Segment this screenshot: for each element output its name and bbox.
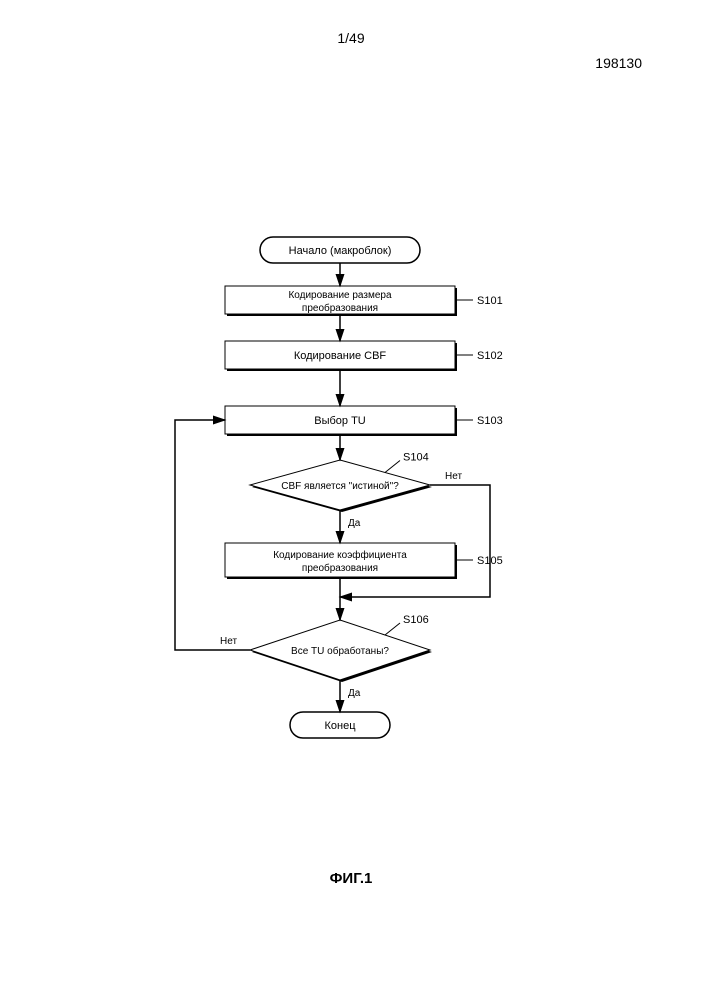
svg-text:S102: S102: [477, 350, 503, 362]
svg-text:Кодирование размера: Кодирование размера: [288, 290, 392, 301]
svg-text:Нет: Нет: [220, 636, 237, 647]
figure-caption: ФИГ.1: [0, 870, 702, 887]
page-number: 1/49: [0, 30, 702, 46]
svg-text:преобразования: преобразования: [302, 562, 378, 574]
svg-text:преобразования: преобразования: [302, 302, 378, 314]
flowchart-svg: Начало (макроблок)Кодирование размерапре…: [0, 230, 702, 790]
svg-text:Кодирование коэффициента: Кодирование коэффициента: [273, 549, 407, 561]
doc-id: 198130: [595, 55, 642, 71]
svg-text:Выбор TU: Выбор TU: [314, 415, 366, 427]
svg-text:Начало (макроблок): Начало (макроблок): [289, 245, 392, 257]
svg-text:Да: Да: [348, 688, 361, 699]
node-terminator: Начало (макроблок): [260, 237, 420, 263]
svg-text:S104: S104: [403, 452, 429, 464]
svg-text:S106: S106: [403, 614, 429, 626]
node-process: Кодирование коэффициентапреобразованияS1…: [225, 543, 503, 579]
svg-text:Нет: Нет: [445, 471, 462, 482]
svg-text:Конец: Конец: [324, 720, 356, 732]
svg-text:S101: S101: [477, 295, 503, 307]
node-decision: CBF является "истиной"? S104: [250, 452, 432, 513]
flowchart-container: Начало (макроблок)Кодирование размерапре…: [0, 230, 702, 795]
node-decision: Все TU обработаны? S106: [250, 614, 432, 682]
svg-text:Да: Да: [348, 518, 361, 529]
svg-text:Кодирование CBF: Кодирование CBF: [294, 350, 387, 362]
svg-text:S103: S103: [477, 415, 503, 427]
node-process: Кодирование CBF S102: [225, 341, 503, 371]
node-terminator: Конец: [290, 712, 390, 738]
svg-text:CBF является "истиной"?: CBF является "истиной"?: [281, 481, 399, 492]
node-process: Кодирование размерапреобразования S101: [225, 286, 503, 316]
svg-text:Все TU обработаны?: Все TU обработаны?: [291, 645, 389, 657]
node-process: Выбор TU S103: [225, 406, 503, 436]
